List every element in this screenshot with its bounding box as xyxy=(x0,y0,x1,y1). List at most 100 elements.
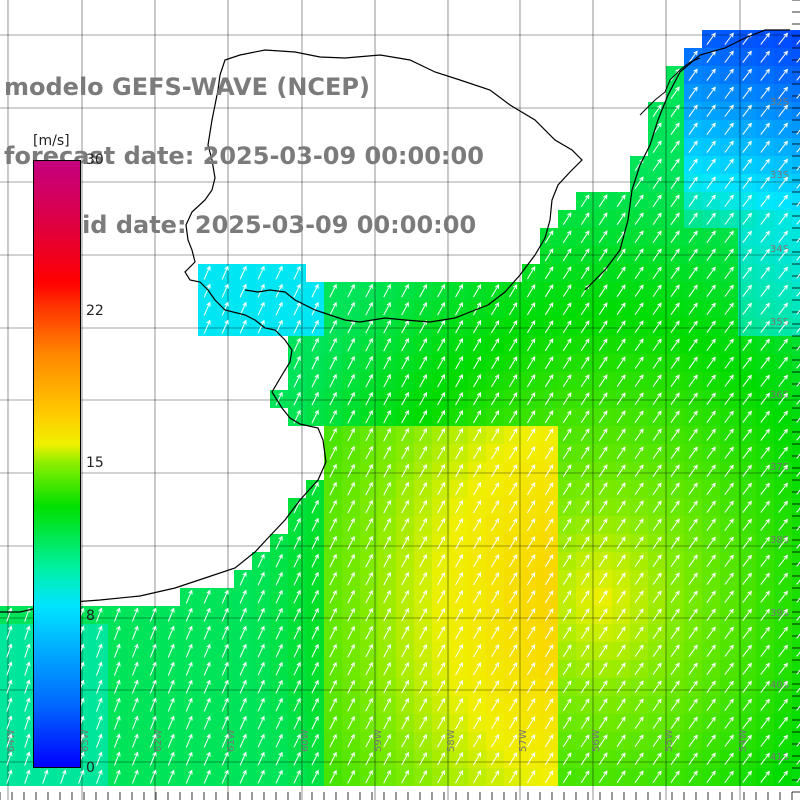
wind-vector xyxy=(221,679,229,694)
wind-vector xyxy=(526,482,536,496)
wind-vector xyxy=(365,697,373,712)
wind-vector xyxy=(257,553,265,568)
wind-vector xyxy=(383,409,391,424)
wind-vector xyxy=(401,355,409,370)
wind-vector xyxy=(526,464,536,478)
wind-vector xyxy=(437,571,445,586)
wind-vector xyxy=(42,769,49,784)
wind-vector xyxy=(311,661,319,676)
wind-vector xyxy=(401,301,409,316)
wind-vector xyxy=(688,626,698,639)
wind-vector xyxy=(796,597,800,603)
wind-vector xyxy=(473,734,482,748)
wind-vector xyxy=(562,734,572,748)
wind-vector xyxy=(293,751,301,766)
wind-vector xyxy=(688,482,698,495)
wind-vector xyxy=(221,697,229,712)
wind-vector xyxy=(257,265,265,280)
wind-vector xyxy=(742,68,752,81)
wind-vector xyxy=(634,338,644,352)
wind-vector xyxy=(796,543,800,549)
wind-vector xyxy=(634,770,644,784)
wind-vector xyxy=(688,428,698,441)
wind-vector xyxy=(437,463,445,478)
wind-vector xyxy=(778,536,788,549)
wind-vector xyxy=(473,590,482,604)
wind-vector xyxy=(131,643,139,658)
wind-vector xyxy=(688,536,698,549)
wind-speed-cell xyxy=(792,516,800,534)
wind-vector xyxy=(760,698,770,711)
wind-vector xyxy=(562,230,572,244)
wind-vector xyxy=(706,302,716,315)
wind-vector xyxy=(437,697,445,712)
wind-vector xyxy=(796,201,800,207)
wind-speed-cell xyxy=(792,84,800,102)
wind-vector xyxy=(544,248,554,262)
wind-vector xyxy=(311,589,319,604)
wind-vector xyxy=(365,589,373,604)
wind-vector xyxy=(796,471,800,477)
wind-vector xyxy=(778,104,788,117)
wind-vector xyxy=(490,464,500,478)
wind-vector xyxy=(652,158,662,172)
wind-vector xyxy=(742,464,752,477)
wind-vector xyxy=(329,445,337,460)
wind-vector xyxy=(526,518,536,532)
wind-vector xyxy=(706,320,716,333)
wind-vector xyxy=(670,320,680,334)
wind-vector xyxy=(688,284,698,297)
wind-vector xyxy=(544,482,554,496)
wind-vector xyxy=(490,482,500,496)
wind-vector xyxy=(257,589,265,604)
wind-speed-cell xyxy=(792,210,800,228)
wind-vector xyxy=(490,302,500,316)
wind-vector xyxy=(724,590,734,603)
wind-vector xyxy=(311,643,319,658)
wind-vector xyxy=(508,770,518,784)
wind-vector xyxy=(796,525,800,531)
wind-vector xyxy=(221,625,229,640)
wind-vector xyxy=(437,553,445,568)
wind-vector xyxy=(742,518,752,531)
wind-vector xyxy=(706,122,716,135)
wind-vector xyxy=(329,283,337,298)
wind-vector xyxy=(616,320,626,334)
wind-vector xyxy=(562,320,572,334)
wind-vector xyxy=(706,212,716,225)
wind-vector xyxy=(742,572,752,585)
wind-vector xyxy=(778,320,788,333)
wind-vector xyxy=(778,590,788,603)
wind-vector xyxy=(742,140,752,153)
wind-vector xyxy=(724,716,734,729)
wind-vector xyxy=(670,464,680,478)
wind-vector xyxy=(706,680,716,693)
wind-vector xyxy=(706,554,716,567)
wind-vector xyxy=(652,428,662,442)
wind-vector xyxy=(796,759,800,765)
wind-vector xyxy=(760,572,770,585)
wind-vector xyxy=(562,410,572,424)
wind-vector xyxy=(526,554,536,568)
wind-vector xyxy=(96,661,103,676)
wind-vector xyxy=(113,607,121,622)
wind-vector xyxy=(652,266,662,280)
wind-vector xyxy=(688,734,698,747)
wind-vector xyxy=(490,662,500,676)
wind-vector xyxy=(365,517,373,532)
wind-vector xyxy=(652,464,662,478)
wind-vector xyxy=(455,734,464,748)
wind-vector xyxy=(724,338,734,351)
wind-vector xyxy=(401,625,409,640)
wind-vector xyxy=(706,482,716,495)
wind-vector xyxy=(329,499,337,514)
wind-vector xyxy=(347,409,355,424)
wind-vector xyxy=(455,752,464,766)
wind-vector xyxy=(706,698,716,711)
wind-vector xyxy=(401,553,409,568)
wind-speed-cell xyxy=(792,660,800,678)
wind-vector xyxy=(652,104,662,118)
wind-vector xyxy=(706,752,716,765)
wind-vector xyxy=(724,770,734,783)
wind-vector xyxy=(437,679,445,694)
